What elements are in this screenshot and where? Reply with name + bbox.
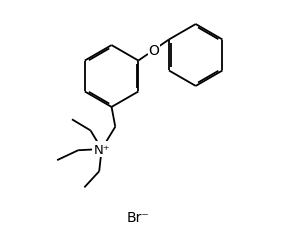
Text: N⁺: N⁺ (93, 143, 110, 156)
Text: Br⁻: Br⁻ (126, 210, 149, 224)
Text: O: O (148, 44, 159, 58)
